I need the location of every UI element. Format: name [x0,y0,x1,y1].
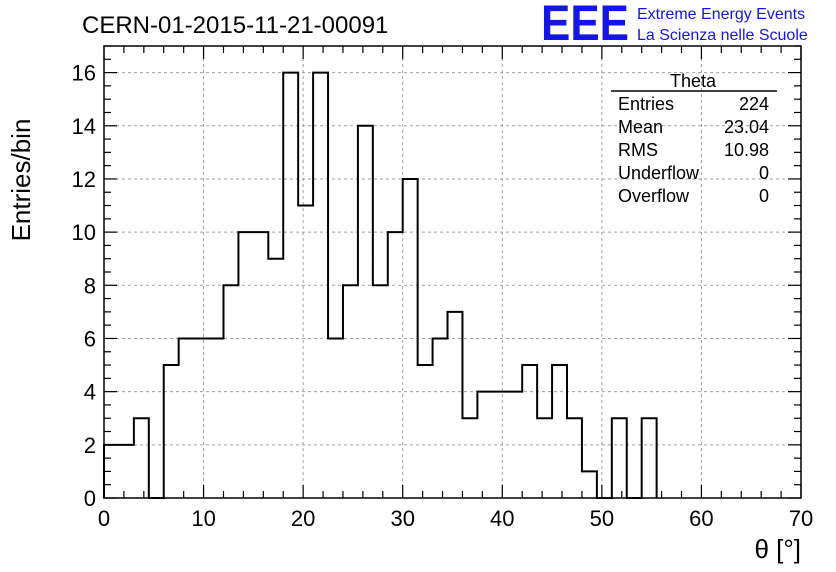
y-tick-label-8: 16 [72,61,96,86]
x-tick-label-5: 50 [590,506,614,531]
histogram-bin-32 [582,471,597,498]
stats-value-1: 23.04 [724,117,769,137]
x-tick-label-3: 30 [390,506,414,531]
histogram-bin-34 [612,418,627,498]
x-tick-label-1: 10 [191,506,215,531]
y-tick-label-1: 2 [84,433,96,458]
histogram-bin-2 [134,418,149,498]
histogram-bin-6 [194,338,209,498]
histogram-bin-23 [448,312,463,498]
histogram-bin-5 [179,338,194,498]
plot-frame [103,45,802,499]
histogram-bin-19 [388,232,403,498]
histogram-bin-10 [253,232,268,498]
histogram-bin-31 [567,418,582,498]
stats-value-3: 0 [759,163,769,183]
histogram-bin-15 [328,338,343,498]
stats-box: Theta Entries 224 Mean 23.04 RMS 10.98 Underfl… [611,71,777,206]
y-tick-label-0: 0 [84,486,96,511]
eee-logo: EEE Extreme Energy Events La Scienza nel… [541,0,808,51]
y-axis-title: Entries/bin [6,119,36,242]
histogram-bin-36 [642,418,657,498]
histogram-bin-7 [209,338,224,498]
x-tick-labels: 0 10 20 30 40 50 60 70 [98,506,813,531]
y-tick-label-3: 6 [84,326,96,351]
histogram-bin-13 [298,206,313,498]
y-tick-label-5: 10 [72,220,96,245]
stats-label-4: Overflow [618,186,690,206]
y-tick-label-4: 8 [84,273,96,298]
grid-lines [104,46,801,498]
logo-line2: La Scienza nelle Scuole [637,27,808,44]
histogram-bin-30 [552,365,567,498]
axis-ticks [103,45,802,499]
logo-mark: EEE [541,0,629,51]
x-tick-label-7: 70 [789,506,813,531]
stats-value-4: 0 [759,186,769,206]
stats-label-0: Entries [618,94,674,114]
histogram-bin-28 [522,365,537,498]
stats-label-1: Mean [618,117,663,137]
stats-value-2: 10.98 [724,140,769,160]
histogram-bin-24 [462,418,477,498]
histogram-bin-4 [164,365,179,498]
stats-title: Theta [670,71,717,91]
logo-line1: Extreme Energy Events [637,6,805,23]
histogram-bin-11 [268,259,283,498]
stats-label-2: RMS [618,140,658,160]
x-tick-label-2: 20 [291,506,315,531]
stats-rows: Entries 224 Mean 23.04 RMS 10.98 Underflow 0 Ove… [618,94,769,206]
x-tick-label-0: 0 [98,506,110,531]
histogram-bin-22 [433,338,448,498]
x-axis-title: θ [°] [754,534,801,564]
y-tick-label-7: 14 [72,114,96,139]
histogram-bin-9 [238,232,253,498]
y-tick-label-2: 4 [84,380,96,405]
stats-label-3: Underflow [618,163,700,183]
histogram-bin-1 [119,445,134,498]
x-tick-label-4: 40 [490,506,514,531]
chart-title: CERN-01-2015-11-21-00091 [82,12,388,39]
histogram-bin-29 [537,418,552,498]
y-tick-label-6: 12 [72,167,96,192]
x-tick-label-6: 60 [689,506,713,531]
y-tick-labels: 0 2 4 6 8 10 12 14 16 [72,61,96,511]
stats-value-0: 224 [739,94,769,114]
histogram-outline [103,71,658,499]
histogram-bins [103,71,658,499]
histogram-bin-17 [358,126,373,498]
histogram-bin-21 [418,365,433,498]
